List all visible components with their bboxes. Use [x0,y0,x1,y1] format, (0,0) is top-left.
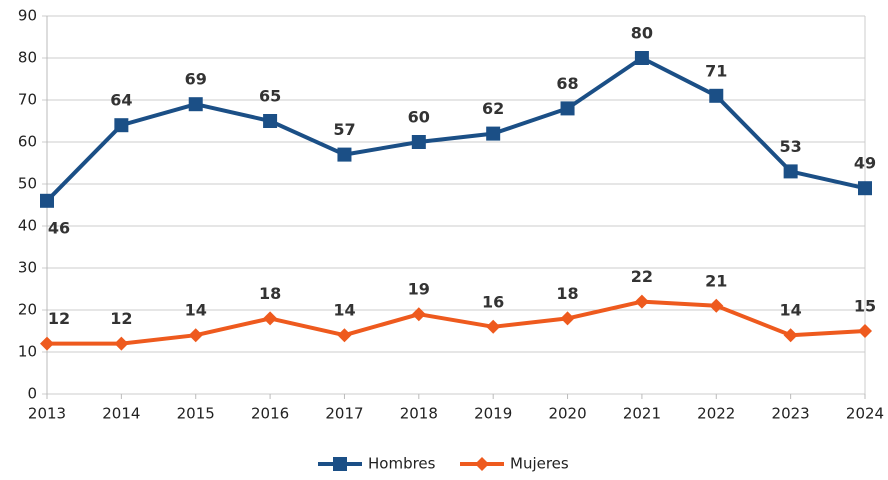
x-tick-label: 2015 [177,405,215,423]
legend-marker [475,457,489,471]
y-tick-label: 80 [18,49,37,67]
point [560,311,575,326]
y-tick-label: 50 [18,175,37,193]
data-label: 49 [854,154,876,173]
y-tick-label: 20 [18,301,37,319]
data-label: 57 [333,120,355,139]
data-label: 22 [631,267,653,286]
data-label: 68 [556,74,578,93]
point [263,311,278,326]
point [188,97,203,112]
point [263,114,278,128]
point [634,51,649,65]
data-label: 21 [705,271,727,290]
point [114,336,129,351]
data-label: 71 [705,61,727,80]
y-tick-label: 70 [18,91,37,109]
x-tick-label: 2024 [846,405,884,423]
y-tick-label: 10 [18,343,37,361]
legend-label: Hombres [368,455,436,473]
y-tick-label: 60 [18,133,37,151]
y-tick-label: 40 [18,217,37,235]
point [486,319,501,334]
point [858,324,872,338]
data-label: 64 [110,91,132,110]
data-label: 12 [48,309,70,328]
y-tick-label: 0 [27,385,37,403]
point [709,298,724,313]
point [486,126,501,141]
y-tick-label: 30 [18,259,37,277]
point [337,328,352,343]
data-label: 46 [48,218,70,237]
series-line [45,56,866,203]
legend-marker [333,457,347,471]
point [709,88,724,103]
data-label: 16 [482,292,504,311]
data-label: 14 [333,301,355,320]
data-label: 19 [408,280,430,299]
point [40,193,54,208]
data-label: 80 [631,24,653,43]
point [783,164,798,179]
legend-label: Mujeres [510,455,569,473]
x-tick-label: 2023 [772,405,810,423]
data-label: 69 [185,70,207,89]
data-label: 65 [259,87,281,106]
data-label: 12 [110,309,132,328]
point [40,336,54,351]
point [634,294,649,309]
x-tick-label: 2017 [325,405,363,423]
data-label: 14 [780,301,802,320]
x-tick-label: 2016 [251,405,289,423]
point [560,101,575,116]
data-label: 15 [854,297,876,316]
point [858,181,872,196]
point [337,147,352,162]
x-tick-label: 2020 [548,405,586,423]
x-tick-label: 2018 [400,405,438,423]
data-label: 53 [780,137,802,156]
point [188,328,203,343]
data-label: 62 [482,99,504,118]
point [783,328,798,343]
x-tick-label: 2021 [623,405,661,423]
data-label: 14 [185,301,207,320]
x-tick-label: 2014 [102,405,140,423]
point [114,118,129,133]
x-tick-label: 2022 [697,405,735,423]
point [411,307,426,322]
point [411,135,426,149]
x-tick-label: 2013 [28,405,66,423]
data-label: 18 [259,284,281,303]
x-tick-label: 2019 [474,405,512,423]
y-tick-label: 90 [18,7,37,25]
data-label: 60 [408,108,430,127]
series-line [47,299,866,346]
data-label: 18 [556,284,578,303]
